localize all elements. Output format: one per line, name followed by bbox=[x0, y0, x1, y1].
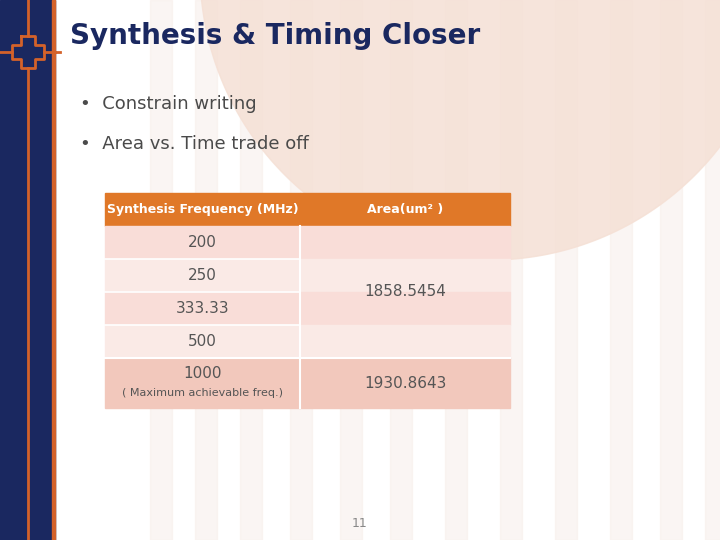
Text: 250: 250 bbox=[188, 268, 217, 283]
Text: Synthesis Frequency (MHz): Synthesis Frequency (MHz) bbox=[107, 203, 298, 216]
Polygon shape bbox=[200, 0, 720, 260]
Text: 1930.8643: 1930.8643 bbox=[364, 375, 446, 390]
Text: 333.33: 333.33 bbox=[176, 301, 229, 316]
Bar bbox=[300, 226, 510, 259]
Bar bbox=[290, 0, 312, 540]
Bar bbox=[555, 0, 577, 540]
Bar bbox=[705, 0, 720, 540]
Bar bbox=[445, 0, 467, 540]
Bar bbox=[660, 0, 682, 540]
Bar bbox=[610, 0, 632, 540]
Bar bbox=[105, 358, 300, 408]
Text: •  Area vs. Time trade off: • Area vs. Time trade off bbox=[80, 135, 309, 153]
Bar bbox=[300, 358, 510, 408]
Bar bbox=[195, 0, 217, 540]
Bar bbox=[300, 292, 510, 325]
Text: •  Constrain writing: • Constrain writing bbox=[80, 95, 256, 113]
Bar bbox=[390, 0, 412, 540]
Bar bbox=[300, 193, 510, 226]
Bar bbox=[300, 325, 510, 358]
Bar bbox=[150, 0, 172, 540]
Bar bbox=[105, 193, 300, 226]
Bar bbox=[300, 259, 510, 292]
Text: 11: 11 bbox=[352, 517, 368, 530]
Bar bbox=[105, 292, 300, 325]
Bar bbox=[240, 0, 262, 540]
Bar bbox=[500, 0, 522, 540]
Bar bbox=[105, 259, 300, 292]
Bar bbox=[105, 226, 300, 259]
Text: Area(um² ): Area(um² ) bbox=[367, 203, 443, 216]
Text: 500: 500 bbox=[188, 334, 217, 349]
Text: 1000: 1000 bbox=[184, 366, 222, 381]
Bar bbox=[340, 0, 362, 540]
Bar bbox=[52, 0, 55, 540]
Text: 200: 200 bbox=[188, 235, 217, 250]
Bar bbox=[0, 0, 55, 540]
Text: ( Maximum achievable freq.): ( Maximum achievable freq.) bbox=[122, 388, 283, 398]
Text: 1858.5454: 1858.5454 bbox=[364, 285, 446, 300]
Text: Synthesis & Timing Closer: Synthesis & Timing Closer bbox=[70, 22, 480, 50]
Bar bbox=[105, 325, 300, 358]
